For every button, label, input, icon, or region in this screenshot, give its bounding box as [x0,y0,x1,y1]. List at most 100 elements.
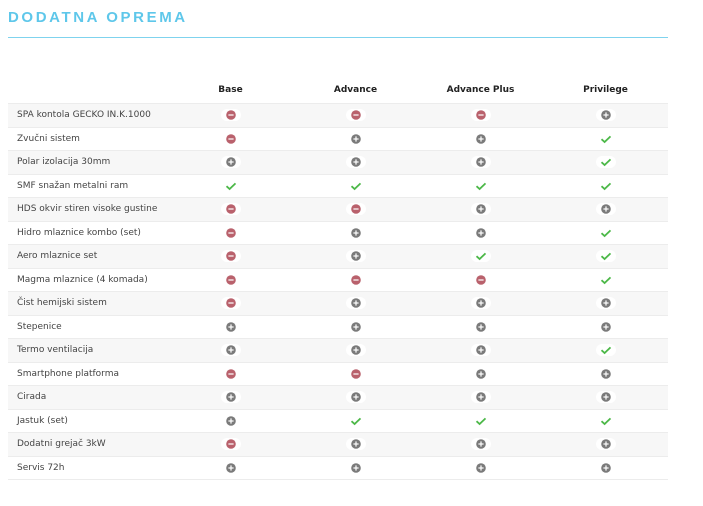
table-body: SPA kontola GECKO IN.K.1000 Zvučni sistem… [8,103,668,480]
plus-icon [595,438,616,451]
feature-cell [293,244,418,269]
plus-icon [220,320,241,333]
table-row: Aero mlaznice set [8,244,668,269]
minus-icon [220,109,241,122]
table-row: SMF snažan metalni ram [8,174,668,198]
plus-icon [595,203,616,216]
feature-cell [543,409,668,433]
plus-icon [220,156,241,169]
plus-icon [345,461,366,474]
table-row: Dodatni grejač 3kW [8,432,668,457]
minus-icon [470,109,491,122]
plus-icon [220,344,241,357]
minus-icon [220,250,241,263]
feature-cell [418,244,543,269]
feature-cell [543,244,668,269]
blank-header [8,76,168,104]
check-icon [470,179,491,192]
feature-cell [293,338,418,363]
feature-cell [543,268,668,292]
feature-cell [418,103,543,128]
table-row: Termo ventilacija [8,338,668,363]
feature-cell [543,432,668,457]
plus-icon [345,156,366,169]
row-label: Cirada [8,385,168,410]
row-label: HDS okvir stiren visoke gustine [8,197,168,222]
feature-cell [168,291,293,316]
plus-icon [470,297,491,310]
table-row: HDS okvir stiren visoke gustine [8,197,668,222]
minus-icon [220,226,241,239]
feature-cell [293,385,418,410]
plus-icon [470,391,491,404]
row-label: Zvučni sistem [8,127,168,151]
plus-icon [470,320,491,333]
row-label: Aero mlaznice set [8,244,168,269]
feature-cell [418,291,543,316]
check-icon [595,273,616,286]
header-row: Base Advance Advance Plus Privilege [8,76,668,104]
feature-cell [418,150,543,175]
row-label: Magma mlaznice (4 komada) [8,268,168,292]
row-label: Jastuk (set) [8,409,168,433]
column-header: Advance Plus [446,84,515,95]
check-icon [595,179,616,192]
check-icon [470,250,491,263]
table-row: Smartphone platforma [8,362,668,386]
feature-cell [168,385,293,410]
row-label: SMF snažan metalni ram [8,174,168,198]
row-label: SPA kontola GECKO IN.K.1000 [8,103,168,128]
table-row: Cirada [8,385,668,410]
feature-cell [168,362,293,386]
column-header: Advance [333,84,378,95]
plus-icon [345,297,366,310]
plus-icon [345,132,366,145]
feature-cell [418,385,543,410]
plus-icon [345,226,366,239]
row-label: Smartphone platforma [8,362,168,386]
feature-cell [293,432,418,457]
column-header: Base [218,84,243,95]
page-title: DODATNA OPREMA [8,9,188,26]
minus-icon [220,297,241,310]
minus-icon [345,109,366,122]
table-row: Polar izolacija 30mm [8,150,668,175]
feature-cell [168,221,293,245]
minus-icon [220,367,241,380]
plus-icon [345,320,366,333]
feature-cell [543,150,668,175]
feature-cell [168,456,293,480]
check-icon [595,132,616,145]
plus-icon [470,344,491,357]
feature-cell [293,409,418,433]
minus-icon [345,367,366,380]
feature-cell [418,221,543,245]
plus-icon [470,203,491,216]
minus-icon [345,203,366,216]
feature-cell [418,338,543,363]
feature-cell [543,174,668,198]
plus-icon [470,367,491,380]
feature-cell [543,221,668,245]
plus-icon [595,391,616,404]
minus-icon [220,438,241,451]
feature-cell [418,432,543,457]
column-header: Privilege [583,84,628,95]
plus-icon [595,367,616,380]
row-label: Servis 72h [8,456,168,480]
feature-cell [293,174,418,198]
plus-icon [595,109,616,122]
minus-icon [470,273,491,286]
plus-icon [345,438,366,451]
row-label: Dodatni grejač 3kW [8,432,168,457]
feature-cell [168,150,293,175]
plus-icon [345,344,366,357]
feature-cell [543,362,668,386]
feature-cell [168,338,293,363]
plus-icon [470,438,491,451]
feature-cell [543,103,668,128]
feature-cell [293,456,418,480]
feature-cell [543,197,668,222]
table-row: Zvučni sistem [8,127,668,151]
